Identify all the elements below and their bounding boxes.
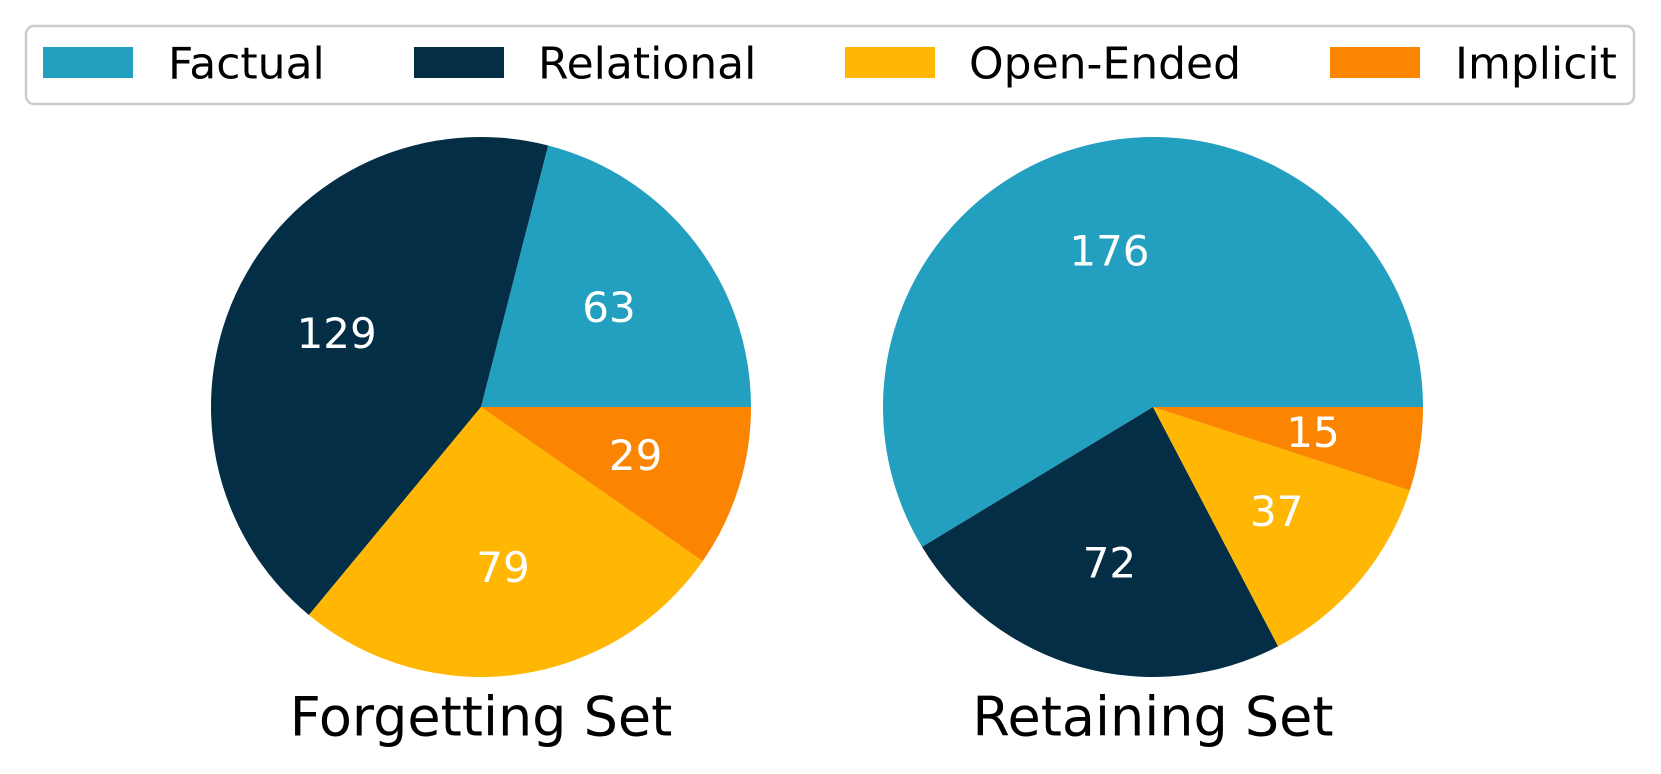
- slice-value-label: 79: [476, 543, 529, 592]
- legend-swatch-implicit: [1330, 47, 1420, 78]
- pie-slice-factual: [481, 145, 751, 407]
- legend-swatch-open-ended: [845, 47, 935, 78]
- pies: 63 129 79 29 Forgetting Set 176 72 37 15 Retainin…: [210, 137, 1423, 749]
- pie-retaining-set: 176 72 37 15 Retaining Set: [883, 137, 1423, 749]
- legend-frame: [24, 24, 1636, 106]
- slice-value-label: 37: [1250, 487, 1303, 536]
- slice-value-label: 176: [1069, 226, 1149, 275]
- legend-label-factual: Factual: [168, 39, 325, 90]
- slice-value-label: 15: [1286, 408, 1339, 457]
- pie-forgetting-set: 63 129 79 29 Forgetting Set: [210, 137, 751, 749]
- pie-title: Retaining Set: [972, 686, 1333, 749]
- legend-label-open-ended: Open-Ended: [969, 39, 1241, 90]
- slice-value-label: 72: [1083, 539, 1136, 588]
- pie-slice-factual: [883, 137, 1423, 547]
- pie-title: Forgetting Set: [290, 686, 673, 749]
- pie-slice-implicit: [481, 407, 751, 562]
- slice-value-label: 29: [609, 431, 662, 480]
- pie-slice-relational: [210, 137, 549, 616]
- legend-label-implicit: Implicit: [1455, 39, 1617, 90]
- pie-slice-open-ended: [308, 407, 703, 677]
- slice-value-label: 63: [582, 283, 635, 332]
- legend-swatch-relational: [414, 47, 504, 78]
- pie-slice-implicit: [1153, 407, 1423, 491]
- slice-value-label: 129: [297, 309, 377, 358]
- legend-label-relational: Relational: [538, 39, 756, 90]
- legend: Factual Relational Open-Ended Implicit: [24, 24, 1636, 106]
- pie-slice-relational: [922, 407, 1279, 677]
- pie-slice-open-ended: [1153, 407, 1410, 647]
- legend-swatch-factual: [43, 47, 133, 78]
